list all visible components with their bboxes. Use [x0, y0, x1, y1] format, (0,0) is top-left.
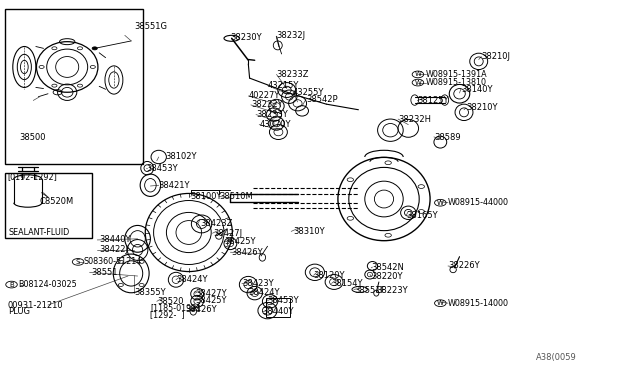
Text: 38232H: 38232H — [398, 115, 431, 124]
Text: [0192-1292]: [0192-1292] — [8, 172, 58, 181]
Text: 38210Y: 38210Y — [466, 103, 497, 112]
Text: 38453Y: 38453Y — [268, 296, 299, 305]
Text: 38102Y: 38102Y — [165, 153, 196, 161]
Text: 38510M: 38510M — [219, 192, 253, 201]
Text: 38421Y: 38421Y — [159, 181, 190, 190]
Text: 38551G: 38551G — [134, 22, 168, 31]
Text: 38165Y: 38165Y — [406, 211, 438, 219]
Text: 38220Y: 38220Y — [371, 272, 403, 280]
Text: 38422J: 38422J — [99, 246, 128, 254]
Text: 38232Y: 38232Y — [251, 100, 282, 109]
Text: 38520: 38520 — [157, 297, 183, 306]
Text: C8520M: C8520M — [40, 197, 74, 206]
Text: W: W — [415, 71, 421, 77]
Text: 43215Y: 43215Y — [268, 81, 299, 90]
Text: 38440Y: 38440Y — [99, 235, 131, 244]
Bar — [5, 9, 143, 164]
Text: 38423Y: 38423Y — [242, 279, 273, 288]
Text: 38210J: 38210J — [481, 52, 510, 61]
Text: 38551: 38551 — [92, 268, 118, 277]
Text: 38355Y: 38355Y — [134, 288, 166, 297]
Bar — [5, 173, 92, 238]
Text: 38424Y: 38424Y — [248, 288, 280, 296]
Text: 38425Y: 38425Y — [195, 296, 227, 305]
Text: 43070Y: 43070Y — [259, 120, 291, 129]
Text: S: S — [76, 259, 80, 265]
Text: W08915-14000: W08915-14000 — [448, 299, 509, 308]
Text: 38440Y: 38440Y — [262, 307, 294, 316]
Text: 38542P: 38542P — [306, 95, 337, 104]
Text: 40227Y: 40227Y — [248, 92, 280, 100]
Text: 38120Y: 38120Y — [314, 271, 345, 280]
Text: 38551F: 38551F — [354, 286, 385, 295]
Text: 38223Y: 38223Y — [376, 286, 408, 295]
Text: 38427J: 38427J — [213, 229, 243, 238]
Text: 38233Y: 38233Y — [256, 110, 288, 119]
Text: W08915-44000: W08915-44000 — [448, 198, 509, 207]
Text: 38589: 38589 — [434, 133, 461, 142]
Text: 38100Y: 38100Y — [191, 192, 222, 201]
Text: 43255Y: 43255Y — [293, 88, 324, 97]
Text: 38310Y: 38310Y — [293, 227, 324, 236]
Text: PLUG: PLUG — [8, 307, 29, 316]
Text: 38154Y: 38154Y — [332, 279, 363, 288]
Text: A38(0059: A38(0059 — [536, 353, 577, 362]
Text: S08360-51214: S08360-51214 — [83, 257, 141, 266]
Text: [1292-  ]: [1292- ] — [150, 311, 185, 320]
Text: W08915-13810: W08915-13810 — [426, 78, 486, 87]
Bar — [266, 298, 290, 317]
Text: SEALANT-FLUID: SEALANT-FLUID — [9, 228, 70, 237]
Text: 38423Z: 38423Z — [200, 219, 233, 228]
Text: 38424Y: 38424Y — [176, 275, 207, 284]
Text: 38500: 38500 — [19, 133, 45, 142]
Text: [1185-0192]: [1185-0192] — [150, 304, 200, 312]
Text: 38453Y: 38453Y — [146, 164, 177, 173]
Text: 38232J: 38232J — [276, 31, 306, 40]
Text: 38542N: 38542N — [371, 263, 404, 272]
Text: B: B — [9, 282, 14, 288]
Text: 38426Y: 38426Y — [232, 248, 263, 257]
Text: 38427Y: 38427Y — [195, 289, 227, 298]
Text: W: W — [437, 200, 444, 206]
Text: 38233Z: 38233Z — [276, 70, 309, 79]
Text: 00931-21210: 00931-21210 — [8, 301, 63, 310]
Text: 38226Y: 38226Y — [448, 262, 479, 270]
Text: W: W — [437, 300, 444, 306]
Text: 38426Y: 38426Y — [186, 305, 217, 314]
Text: 38140Y: 38140Y — [461, 85, 492, 94]
Text: 38125Y: 38125Y — [417, 96, 449, 105]
Text: B08124-03025: B08124-03025 — [18, 280, 77, 289]
Text: W08915-1391A: W08915-1391A — [426, 70, 487, 79]
Circle shape — [92, 47, 97, 50]
Text: 38230Y: 38230Y — [230, 33, 262, 42]
Text: W: W — [415, 80, 421, 86]
Text: 38425Y: 38425Y — [224, 237, 255, 246]
